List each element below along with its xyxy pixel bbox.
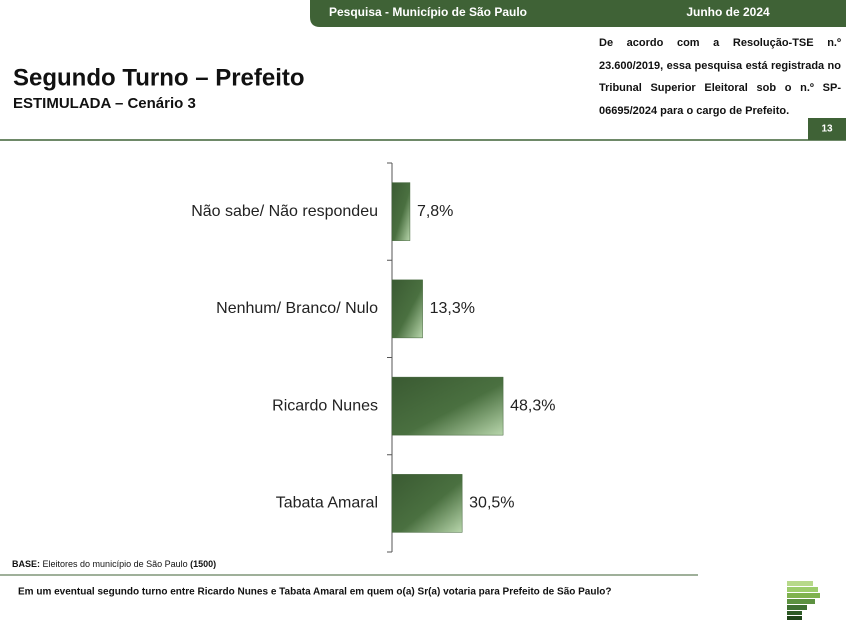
notice: De acordo com a Resolução-TSE n.º 23.600…: [599, 37, 841, 117]
header-survey: Pesquisa - Município de São Paulo: [329, 5, 527, 19]
value-label: 13,3%: [430, 300, 475, 317]
subtitle: ESTIMULADA – Cenário 3: [13, 95, 196, 112]
question: Em um eventual segundo turno entre Ricar…: [18, 587, 611, 598]
category-label: Não sabe/ Não respondeu: [191, 203, 378, 220]
logo: [787, 581, 820, 620]
bar: [391, 376, 504, 436]
page-box: [808, 118, 846, 140]
header-bar: [310, 0, 846, 27]
value-label: 7,8%: [417, 203, 453, 220]
category-label: Tabata Amaral: [276, 495, 378, 512]
page-number: 13: [821, 124, 833, 135]
value-label: 48,3%: [510, 397, 555, 414]
title: Segundo Turno – Prefeito: [13, 64, 305, 91]
base-count: (1500): [190, 559, 216, 569]
base: BASE: Eleitores do município de São Paul…: [12, 559, 216, 569]
category-label: Ricardo Nunes: [272, 397, 378, 414]
value-label: 30,5%: [469, 495, 514, 512]
header-date: Junho de 2024: [686, 5, 770, 19]
bar: [391, 474, 463, 533]
category-label: Nenhum/ Branco/ Nulo: [216, 300, 378, 317]
base-label: BASE:: [12, 559, 40, 569]
base-text: Eleitores do município de São Paulo: [43, 559, 188, 569]
bar: [391, 279, 423, 339]
bar: [391, 182, 411, 241]
